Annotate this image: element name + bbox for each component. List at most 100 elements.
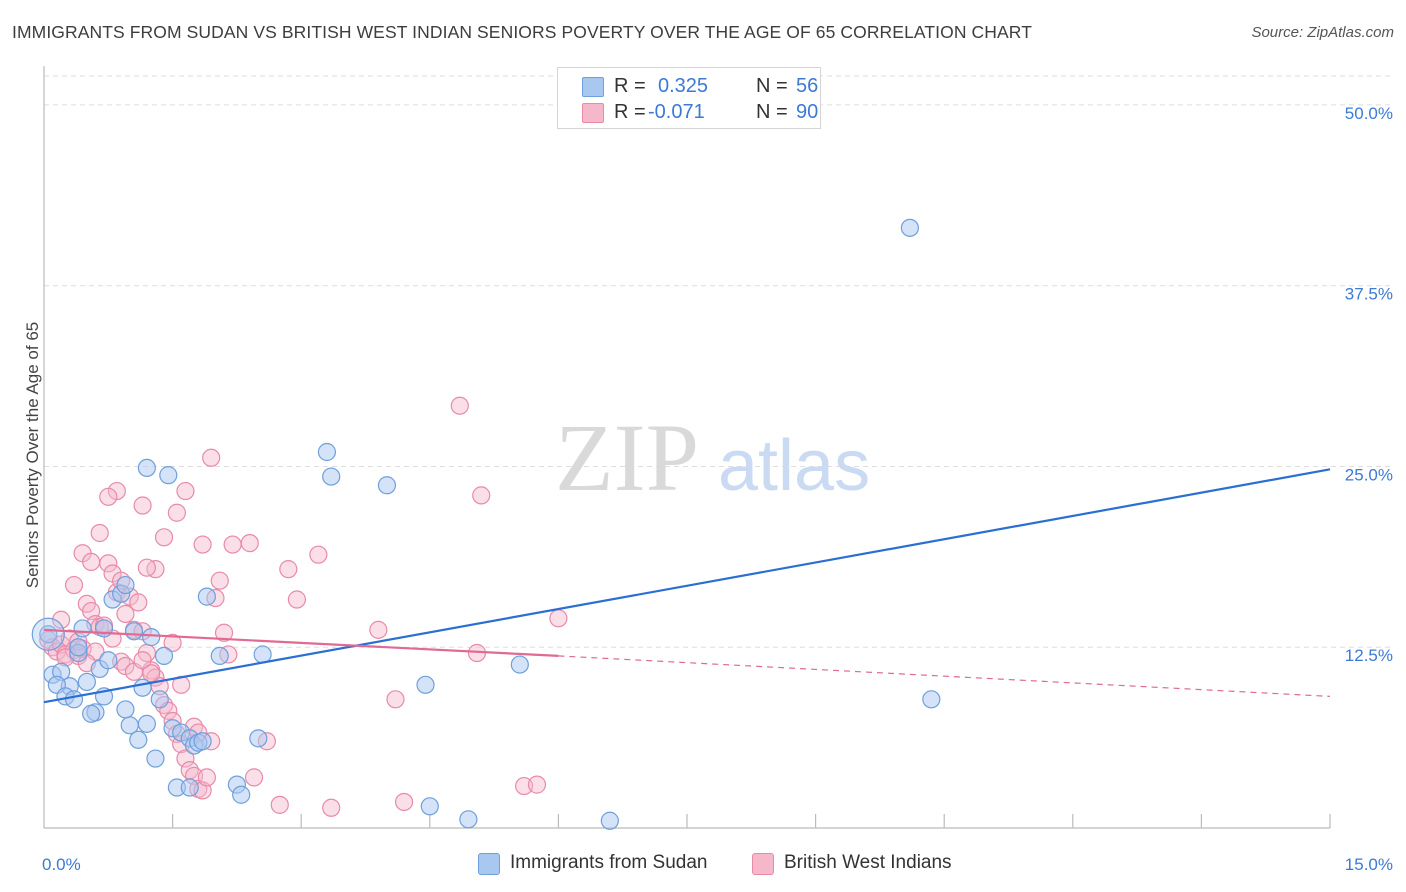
y-tick-label: 12.5%: [1345, 646, 1393, 665]
correlation-legend: R = 0.325 N = 56 R = -0.071 N = 90: [557, 67, 821, 129]
source-attribution: Source: ZipAtlas.com: [1251, 24, 1394, 41]
data-point-sudan: [249, 729, 268, 748]
y-tick-label: 37.5%: [1345, 285, 1393, 304]
data-point-sudan: [600, 811, 619, 830]
data-point-bwi: [197, 768, 216, 787]
data-point-sudan: [510, 655, 529, 674]
data-point-sudan: [133, 678, 152, 697]
data-point-sudan: [210, 646, 229, 666]
data-point-sudan: [377, 476, 397, 495]
legend-n-value: 90: [796, 101, 819, 123]
trend-line-bwi: [43, 628, 559, 658]
data-point-sudan: [116, 700, 135, 719]
data-point-sudan: [150, 690, 169, 709]
data-point-bwi: [133, 651, 152, 670]
data-point-sudan-large: [31, 617, 65, 651]
legend-n-label: N =: [756, 101, 788, 123]
data-point-bwi: [129, 593, 148, 612]
data-point-bwi: [82, 552, 101, 572]
data-point-sudan: [94, 619, 114, 638]
chart-title: IMMIGRANTS FROM SUDAN VS BRITISH WEST IN…: [12, 22, 1032, 42]
data-point-bwi: [210, 571, 229, 590]
series-immigrants-from-sudan: [31, 218, 941, 830]
data-point-sudan: [900, 218, 920, 237]
data-point-bwi: [223, 535, 242, 554]
data-point-sudan: [77, 672, 96, 692]
y-axis-label: Seniors Poverty Over the Age of 65: [23, 322, 42, 588]
data-point-bwi: [214, 623, 234, 642]
trend-lines: [43, 468, 1331, 704]
legend-label: Immigrants from Sudan: [510, 852, 708, 873]
data-point-sudan: [459, 810, 478, 829]
data-point-bwi: [133, 496, 152, 515]
data-point-bwi: [309, 545, 328, 564]
data-point-sudan: [137, 714, 156, 733]
data-point-sudan: [124, 622, 144, 641]
data-point-bwi: [167, 503, 186, 522]
y-tick-label: 25.0%: [1345, 465, 1393, 484]
data-point-bwi: [202, 448, 221, 467]
data-point-sudan: [416, 675, 435, 694]
data-point-bwi: [472, 486, 491, 505]
data-point-bwi: [116, 604, 135, 624]
watermark-zip: ZIP: [555, 404, 699, 511]
data-point-sudan: [322, 467, 341, 486]
data-point-sudan: [420, 797, 439, 816]
legend-n-label: N =: [756, 75, 788, 97]
data-point-sudan: [64, 690, 84, 709]
legend-label: British West Indians: [784, 852, 952, 873]
data-point-sudan: [197, 587, 216, 606]
x-tick-label: 0.0%: [42, 855, 81, 874]
legend-r-value: -0.071: [648, 101, 705, 123]
legend-r-label: R =: [614, 75, 646, 97]
data-point-bwi: [64, 575, 84, 595]
data-point-sudan: [73, 619, 92, 638]
trend-line-sudan: [43, 468, 1331, 704]
data-point-sudan: [317, 442, 337, 462]
x-tick-label: 15.0%: [1345, 855, 1393, 874]
data-point-bwi: [163, 633, 182, 652]
data-point-sudan: [180, 778, 199, 797]
data-point-bwi: [52, 610, 71, 629]
legend-r-label: R =: [614, 101, 646, 123]
data-point-bwi: [154, 528, 174, 547]
data-point-bwi: [270, 795, 289, 814]
data-point-bwi: [450, 396, 469, 415]
data-point-sudan: [99, 651, 118, 670]
data-point-sudan: [129, 730, 148, 749]
data-point-sudan: [922, 690, 941, 709]
data-point-sudan: [146, 749, 165, 768]
data-point-bwi: [90, 523, 109, 543]
data-point-bwi: [279, 560, 298, 579]
data-point-bwi: [244, 768, 264, 787]
data-point-bwi: [240, 534, 259, 553]
watermark-atlas: atlas: [718, 426, 870, 506]
data-point-bwi: [176, 749, 195, 768]
legend-swatch-pink: [582, 103, 604, 123]
data-point-sudan: [116, 575, 135, 595]
trend-line-bwi-extension: [558, 655, 1331, 697]
data-point-sudan: [120, 716, 139, 735]
legend-swatch-blue: [478, 853, 500, 875]
y-tick-label: 50.0%: [1345, 104, 1393, 123]
data-point-sudan: [159, 466, 178, 485]
legend-swatch-blue: [582, 77, 604, 97]
data-point-sudan: [82, 704, 101, 723]
legend-n-value: 56: [796, 75, 819, 97]
legend-swatch-pink: [752, 853, 774, 875]
grid-lines: [44, 75, 1392, 648]
data-point-sudan: [69, 638, 88, 657]
data-point-bwi: [193, 535, 212, 554]
data-point-sudan: [142, 628, 161, 647]
data-point-bwi: [176, 481, 195, 501]
data-point-sudan: [193, 732, 212, 751]
data-point-bwi: [369, 620, 388, 639]
data-point-sudan: [154, 646, 174, 666]
data-point-sudan: [232, 785, 251, 804]
data-point-bwi: [287, 590, 307, 609]
data-point-bwi: [527, 775, 547, 794]
tick-labels: 12.5% 25.0% 37.5% 50.0% 0.0% 15.0%: [42, 104, 1393, 874]
data-point-bwi: [99, 487, 118, 506]
data-point-bwi: [386, 690, 405, 709]
